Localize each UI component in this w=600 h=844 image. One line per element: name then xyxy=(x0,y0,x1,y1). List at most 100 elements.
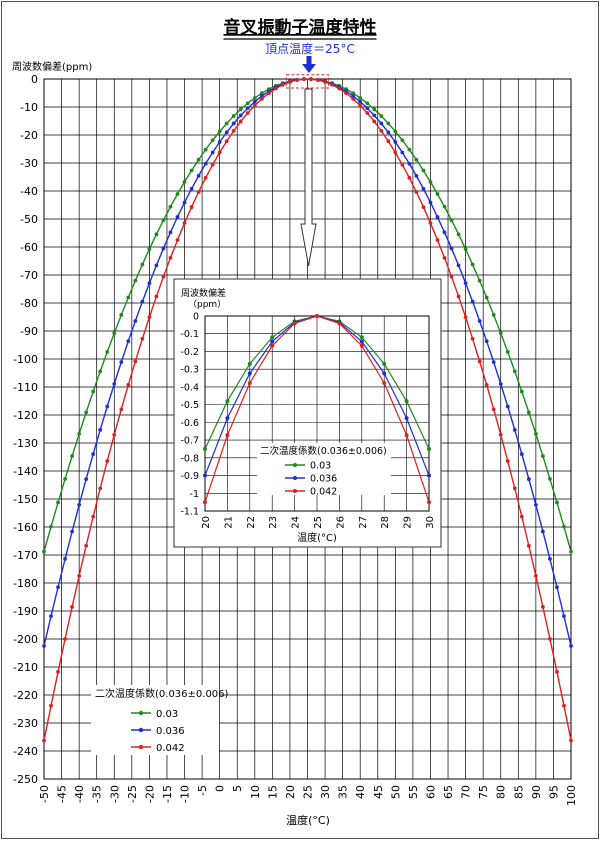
x-tick-label: -30 xyxy=(108,785,121,803)
y-tick-label: -40 xyxy=(20,185,38,198)
data-point-0.042 xyxy=(189,205,194,209)
data-point-0.03 xyxy=(540,454,545,458)
data-point-0.042 xyxy=(309,77,313,82)
data-point-0.042 xyxy=(337,86,342,91)
data-point-0.03 xyxy=(42,549,46,554)
legend-title: 二次温度係数(0.036±0.006) xyxy=(95,687,229,700)
data-point-0.03 xyxy=(498,331,503,335)
inset-legend-box xyxy=(257,443,391,495)
inset-data-point-0.03 xyxy=(382,361,387,366)
data-point-0.03 xyxy=(555,500,559,505)
data-point-0.042 xyxy=(175,238,180,242)
data-point-0.03 xyxy=(505,350,510,354)
inset-y-tick-label: -0.6 xyxy=(180,418,199,429)
x-tick-label: 65 xyxy=(442,785,455,799)
data-point-0.036 xyxy=(252,99,257,104)
y-tick-label: 0 xyxy=(31,73,38,86)
inset-x-axis-label: 温度(°C) xyxy=(297,531,337,544)
data-point-0.036 xyxy=(428,200,433,205)
data-point-0.042 xyxy=(365,111,370,115)
y-tick-label: -80 xyxy=(20,297,38,310)
data-point-0.036 xyxy=(182,200,187,205)
data-point-0.042 xyxy=(463,315,468,320)
data-point-0.03 xyxy=(133,278,138,283)
inset-y-tick-label: -0.3 xyxy=(180,365,199,376)
data-point-0.036 xyxy=(112,382,117,386)
data-point-0.042 xyxy=(63,636,67,641)
data-point-0.042 xyxy=(224,139,229,144)
inset-x-tick-label: 20 xyxy=(201,516,212,529)
inset-y-tick-label: -0.7 xyxy=(180,436,199,447)
legend-label-0.036: 0.036 xyxy=(156,726,185,737)
inset-legend-marker-0.042 xyxy=(293,489,297,493)
data-point-0.03 xyxy=(435,192,440,196)
data-point-0.036 xyxy=(540,529,545,534)
inset-data-point-0.03 xyxy=(359,335,364,340)
data-point-0.042 xyxy=(421,205,426,209)
data-point-0.042 xyxy=(245,111,250,115)
data-point-0.036 xyxy=(245,106,250,111)
inset-legend-marker-0.036 xyxy=(293,476,297,480)
data-point-0.042 xyxy=(105,459,110,463)
legend-marker-0.036 xyxy=(138,727,144,733)
data-point-0.03 xyxy=(49,524,53,529)
data-point-0.042 xyxy=(217,150,222,155)
data-point-0.042 xyxy=(91,514,96,519)
inset-data-point-0.03 xyxy=(427,446,431,451)
data-point-0.03 xyxy=(91,389,96,394)
data-point-0.042 xyxy=(56,669,60,674)
data-point-0.036 xyxy=(77,502,82,507)
data-point-0.042 xyxy=(84,543,89,548)
data-point-0.036 xyxy=(379,121,384,126)
inset-y-tick-label: -0.1 xyxy=(180,329,199,340)
x-tick-label: 90 xyxy=(530,785,543,799)
inset-legend-title: 二次温度係数(0.036±0.006) xyxy=(260,445,387,457)
data-point-0.042 xyxy=(562,703,566,708)
data-point-0.042 xyxy=(119,407,124,412)
inset-y-tick-label: 0 xyxy=(193,312,199,323)
x-tick-label: 100 xyxy=(565,785,578,806)
data-point-0.03 xyxy=(84,410,89,415)
x-tick-label: 30 xyxy=(319,785,332,799)
data-point-0.036 xyxy=(161,246,166,251)
data-point-0.036 xyxy=(119,360,124,365)
data-point-0.03 xyxy=(379,114,384,118)
data-point-0.042 xyxy=(533,573,538,578)
inset-data-point-0.036 xyxy=(404,416,409,421)
inset-data-point-0.042 xyxy=(337,321,342,326)
y-tick-label: -120 xyxy=(13,409,38,422)
inset-y-tick-label: -0.4 xyxy=(180,382,199,393)
data-point-0.036 xyxy=(548,557,552,561)
data-point-0.036 xyxy=(168,230,173,235)
data-point-0.042 xyxy=(316,78,320,82)
inset-data-point-0.03 xyxy=(270,335,275,340)
data-point-0.036 xyxy=(470,299,475,304)
data-point-0.03 xyxy=(463,247,468,252)
data-point-0.03 xyxy=(154,232,159,237)
data-point-0.042 xyxy=(358,103,363,108)
data-point-0.036 xyxy=(358,99,363,104)
y-tick-label: -160 xyxy=(13,521,38,534)
data-point-0.042 xyxy=(281,82,285,87)
x-tick-label: 40 xyxy=(354,785,367,799)
x-tick-label: -5 xyxy=(196,785,209,796)
y-tick-label: -140 xyxy=(13,465,38,478)
data-point-0.042 xyxy=(302,77,306,82)
data-point-0.03 xyxy=(548,477,552,481)
data-point-0.042 xyxy=(203,176,208,180)
inset-data-point-0.042 xyxy=(292,321,297,326)
inset-chart: 周波数偏差（ppm） 温度(°C) 20 21 22 23 24 25 26 27 28 29 30 0 -… xyxy=(173,278,442,548)
data-point-0.03 xyxy=(161,218,166,223)
data-point-0.036 xyxy=(491,360,496,365)
data-point-0.036 xyxy=(477,319,482,323)
data-point-0.042 xyxy=(210,162,215,167)
data-point-0.03 xyxy=(533,432,538,436)
data-point-0.042 xyxy=(400,162,405,167)
data-point-0.03 xyxy=(386,121,391,126)
data-point-0.03 xyxy=(491,313,496,317)
data-point-0.042 xyxy=(330,82,334,87)
x-tick-label: 85 xyxy=(512,785,525,799)
data-point-0.042 xyxy=(555,669,559,674)
x-tick-label: 0 xyxy=(214,785,227,792)
